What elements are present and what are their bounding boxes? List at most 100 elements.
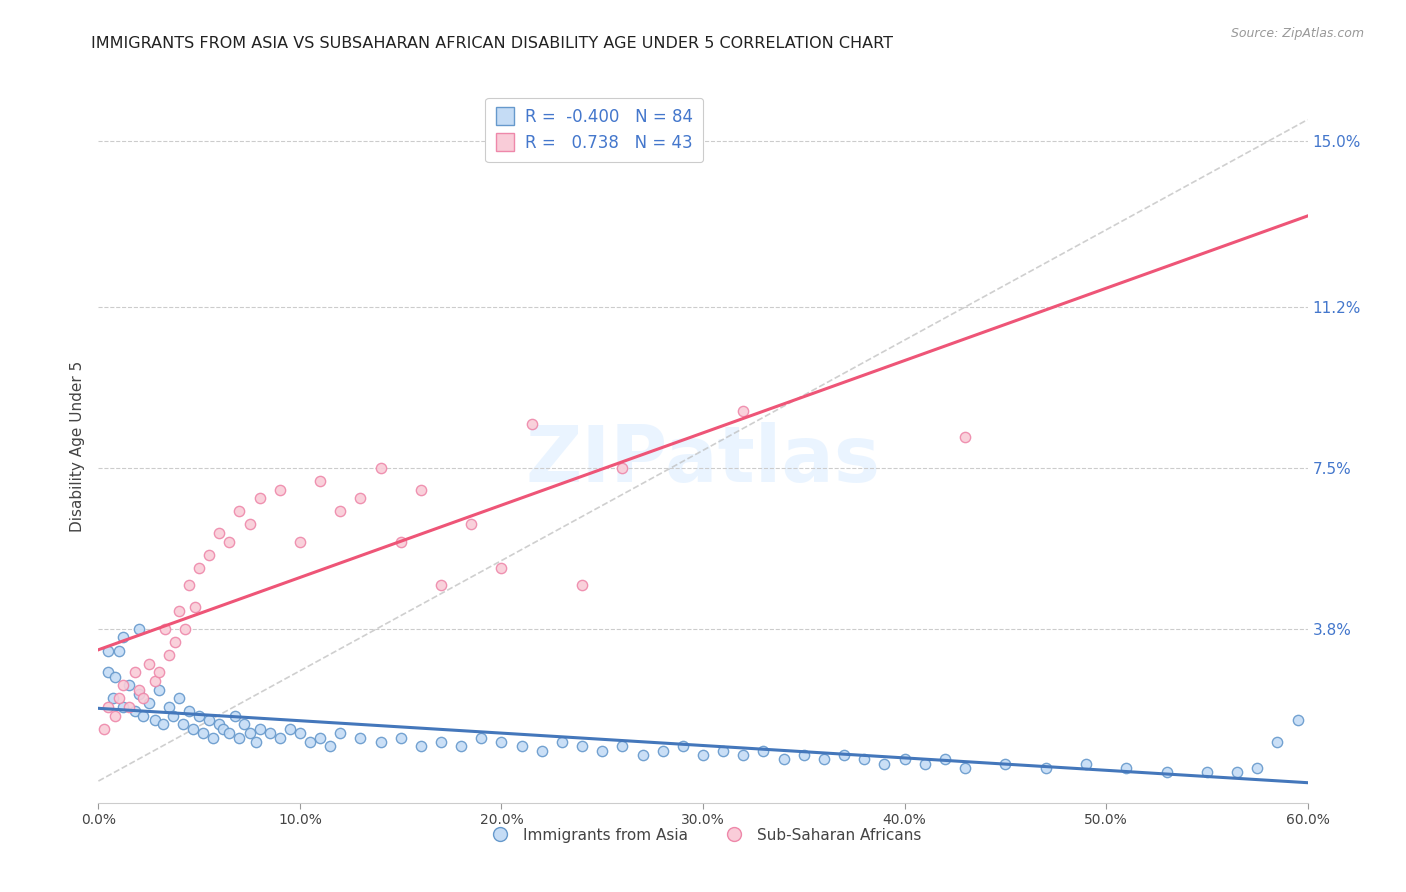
Text: ZIPatlas: ZIPatlas [526,422,880,499]
Point [218,726,240,740]
Point [138,696,160,710]
Point [138,657,160,671]
Point [571,739,593,754]
Point [198,548,221,562]
Point [349,731,371,745]
Point [1376,156,1399,170]
Point [349,491,371,506]
Point [409,739,432,754]
Point [259,726,281,740]
Point [107,643,129,657]
Point [172,717,194,731]
Point [157,648,180,662]
Point [530,743,553,757]
Point [288,726,311,740]
Point [612,739,634,754]
Point [148,682,170,697]
Point [163,635,186,649]
Point [228,731,250,745]
Point [239,517,262,532]
Point [1115,761,1137,775]
Point [167,604,190,618]
Point [873,756,896,771]
Point [181,722,204,736]
Point [1267,735,1289,749]
Point [288,534,311,549]
Point [1156,765,1178,780]
Point [128,622,150,636]
Point [111,631,134,645]
Point [249,491,271,506]
Point [212,722,235,736]
Point [1246,761,1268,775]
Point [389,731,412,745]
Point [329,726,352,740]
Point [752,743,775,757]
Point [208,526,231,541]
Point [309,474,332,488]
Point [591,743,613,757]
Point [389,534,412,549]
Point [232,717,254,731]
Point [202,731,225,745]
Point [430,578,453,592]
Point [162,708,184,723]
Point [430,735,453,749]
Point [143,673,166,688]
Point [93,722,115,736]
Point [1226,765,1249,780]
Point [184,599,207,614]
Point [269,731,291,745]
Point [370,735,392,749]
Point [97,643,120,657]
Point [118,700,141,714]
Point [153,622,176,636]
Point [299,735,322,749]
Point [672,739,695,754]
Point [111,678,134,692]
Point [520,417,543,432]
Point [97,700,120,714]
Point [188,708,211,723]
Point [249,722,271,736]
Point [97,665,120,680]
Point [128,682,150,697]
Point [245,735,267,749]
Point [793,747,815,762]
Point [101,691,124,706]
Point [193,726,215,740]
Point [179,705,201,719]
Point [551,735,574,749]
Point [460,517,482,532]
Point [491,735,513,749]
Point [914,756,936,771]
Point [571,578,593,592]
Point [319,739,342,754]
Point [228,504,250,518]
Point [1286,713,1309,727]
Point [612,460,634,475]
Point [510,739,533,754]
Point [934,752,956,766]
Point [409,483,432,497]
Point [188,561,211,575]
Point [953,761,976,775]
Point [148,665,170,680]
Point [132,691,155,706]
Y-axis label: Disability Age Under 5: Disability Age Under 5 [69,360,84,532]
Point [733,404,755,418]
Point [651,743,673,757]
Point [711,743,734,757]
Point [733,747,755,762]
Point [853,752,876,766]
Point [269,483,291,497]
Point [1074,756,1097,771]
Point [124,705,146,719]
Point [994,756,1017,771]
Point [157,700,180,714]
Text: Source: ZipAtlas.com: Source: ZipAtlas.com [1230,27,1364,40]
Point [128,687,150,701]
Point [103,670,125,684]
Point [132,708,155,723]
Point [692,747,714,762]
